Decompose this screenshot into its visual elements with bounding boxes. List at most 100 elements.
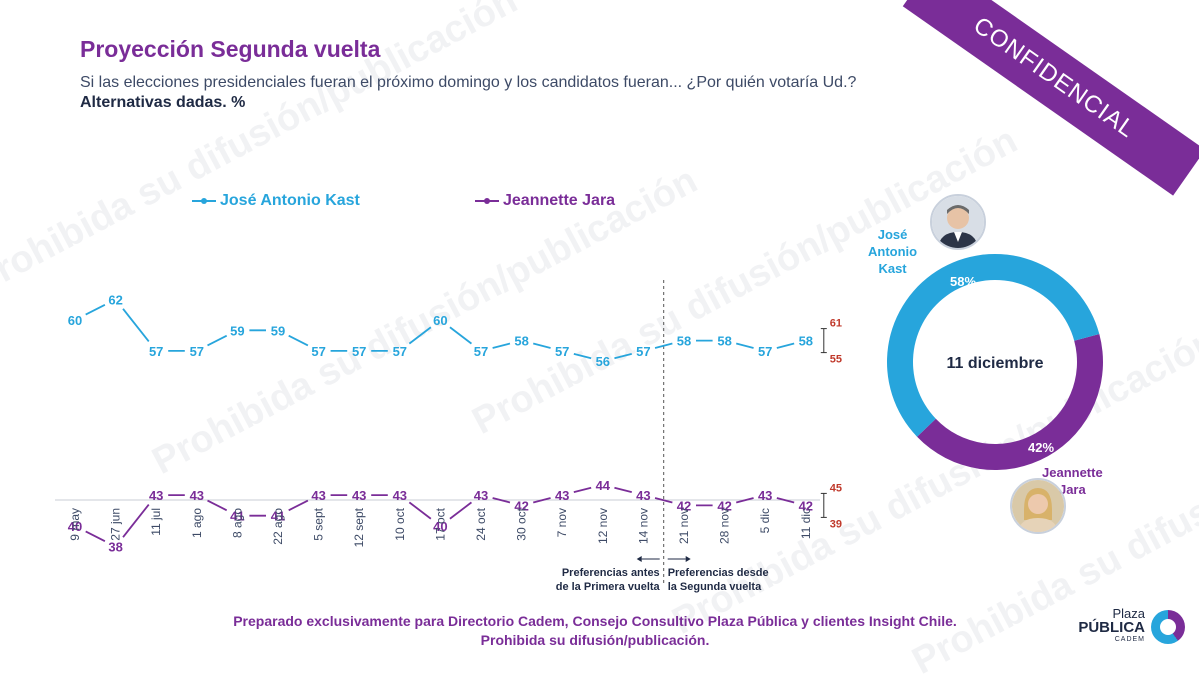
data-label-kast: 57 — [311, 344, 325, 359]
series-jara-segment — [573, 486, 592, 494]
series-kast-segment — [492, 342, 511, 349]
page-title: Proyección Segunda vuelta — [80, 36, 381, 62]
data-label-kast: 58 — [799, 334, 813, 349]
x-tick-label: 21 nov — [677, 508, 691, 544]
data-label-jara: 43 — [352, 488, 366, 503]
logo-line-3: CADEM — [1114, 636, 1145, 643]
data-label-kast: 57 — [352, 344, 366, 359]
data-label-jara: 43 — [311, 488, 325, 503]
question-text: Si las elecciones presidenciales fueran … — [80, 74, 857, 91]
data-label-kast: 57 — [636, 344, 650, 359]
donut-slice-jara — [917, 334, 1103, 470]
data-label-jara: 40 — [68, 519, 82, 534]
series-jara-segment — [614, 486, 632, 494]
x-tick-label: 1 ago — [190, 508, 204, 538]
legend-kast-label: José Antonio Kast — [220, 192, 360, 209]
x-tick-label: 17 oct — [433, 507, 447, 540]
data-label-jara: 42 — [677, 498, 691, 513]
plaza-publica-logo: Plaza PÚBLICA CADEM — [1068, 606, 1193, 646]
donut-kast-name-line: José — [877, 227, 908, 242]
series-jara-segment — [654, 497, 673, 504]
x-tick-label: 5 dic — [758, 508, 772, 533]
x-tick-label: 28 nov — [718, 508, 732, 544]
series-kast-segment — [122, 308, 150, 343]
series-kast-segment — [408, 326, 432, 345]
series-jara-segment — [449, 501, 472, 520]
data-label-kast: 57 — [190, 344, 204, 359]
logo-line-2: PÚBLICA — [1078, 619, 1145, 636]
x-tick-label: 14 nov — [636, 508, 650, 544]
data-label-jara: 43 — [636, 488, 650, 503]
data-label-kast: 60 — [68, 313, 82, 328]
donut-kast-name: José Antonio Kast — [868, 226, 917, 277]
data-label-kast: 57 — [555, 344, 569, 359]
donut-jara-name-line: Jara — [1058, 482, 1086, 497]
series-kast-segment — [207, 334, 228, 347]
legend-kast: José Antonio Kast — [192, 192, 360, 210]
series-kast-segment — [654, 342, 673, 349]
data-label-jara: 43 — [555, 488, 569, 503]
x-tick-label: 12 nov — [596, 508, 610, 544]
data-label-jara: 43 — [190, 488, 204, 503]
data-label-kast: 57 — [393, 344, 407, 359]
data-label-jara: 43 — [474, 488, 488, 503]
annotation-after-second-round: la Segunda vuelta — [668, 581, 762, 593]
data-label-kast: 57 — [758, 344, 772, 359]
series-jara-segment — [288, 499, 309, 512]
series-kast-segment — [449, 326, 472, 345]
donut-value-kast: 58% — [950, 274, 976, 289]
data-label-kast: 57 — [149, 344, 163, 359]
x-tick-label: 12 sept — [352, 507, 366, 547]
series-kast-segment — [736, 342, 754, 349]
avatar-kast — [930, 194, 986, 250]
annotation-after-second-round: Preferencias desde — [668, 567, 769, 579]
logo-mark-icon — [1151, 610, 1185, 644]
series-kast-segment — [614, 352, 632, 360]
confidential-ribbon: CONFIDENCIAL — [899, 0, 1199, 200]
donut-chart: 58% 42% 11 diciembre — [887, 254, 1103, 470]
footer-note: Preparado exclusivamente para Directorio… — [130, 612, 1060, 650]
series-kast-segment — [288, 334, 309, 347]
donut-jara-name-line: Jeannette — [1042, 465, 1103, 480]
x-tick-label: 9 may — [68, 508, 82, 541]
x-tick-label: 11 jul — [149, 508, 163, 536]
series-kast-segment — [776, 342, 795, 349]
data-label-jara: 43 — [393, 488, 407, 503]
avatar-jara — [1010, 478, 1066, 534]
footer-line-1: Preparado exclusivamente para Directorio… — [233, 613, 957, 629]
data-label-kast: 58 — [717, 334, 731, 349]
x-tick-label: 5 sept — [312, 507, 326, 540]
footer-line-2: Prohibida su difusión/publicación. — [480, 632, 710, 648]
data-label-jara: 41 — [230, 509, 244, 524]
data-label-kast: 60 — [433, 313, 447, 328]
donut-slice-kast — [887, 254, 1100, 437]
series-jara-segment — [776, 497, 795, 504]
data-label-jara: 40 — [433, 519, 447, 534]
x-tick-label: 24 oct — [474, 507, 488, 540]
x-tick-label: 30 oct — [515, 507, 529, 540]
data-label-jara: 43 — [149, 488, 163, 503]
series-jara-segment — [207, 499, 228, 512]
subtitle-alternatives: Alternativas dadas. % — [80, 94, 246, 111]
logo-line-1: Plaza — [1112, 606, 1145, 621]
data-label-jara: 44 — [596, 478, 611, 493]
data-label-kast: 59 — [230, 323, 244, 338]
range-low-jara: 39 — [830, 518, 842, 530]
series-kast-segment — [533, 342, 551, 349]
donut-center-title: 11 diciembre — [947, 355, 1044, 372]
data-label-jara: 43 — [758, 488, 772, 503]
data-label-jara: 41 — [271, 509, 285, 524]
donut-kast-name-line: Kast — [878, 261, 907, 276]
series-jara-segment — [533, 497, 551, 504]
range-high-kast: 61 — [830, 318, 842, 330]
kast-portrait-icon — [932, 196, 984, 248]
donut-jara-name: Jeannette Jara — [1042, 464, 1103, 498]
line-chart: 60 62 57 57 59 59 57 57 57 60 57 58 57 56 57 58 58 57 58 61… — [55, 280, 842, 593]
data-label-jara: 42 — [514, 498, 528, 513]
data-label-jara: 42 — [799, 498, 813, 513]
donut-kast-name-line: Antonio — [868, 244, 918, 259]
x-tick-label: 22 ago — [271, 508, 285, 545]
range-high-jara: 45 — [830, 482, 842, 494]
data-label-jara: 38 — [108, 540, 122, 555]
series-jara-segment — [736, 497, 754, 504]
